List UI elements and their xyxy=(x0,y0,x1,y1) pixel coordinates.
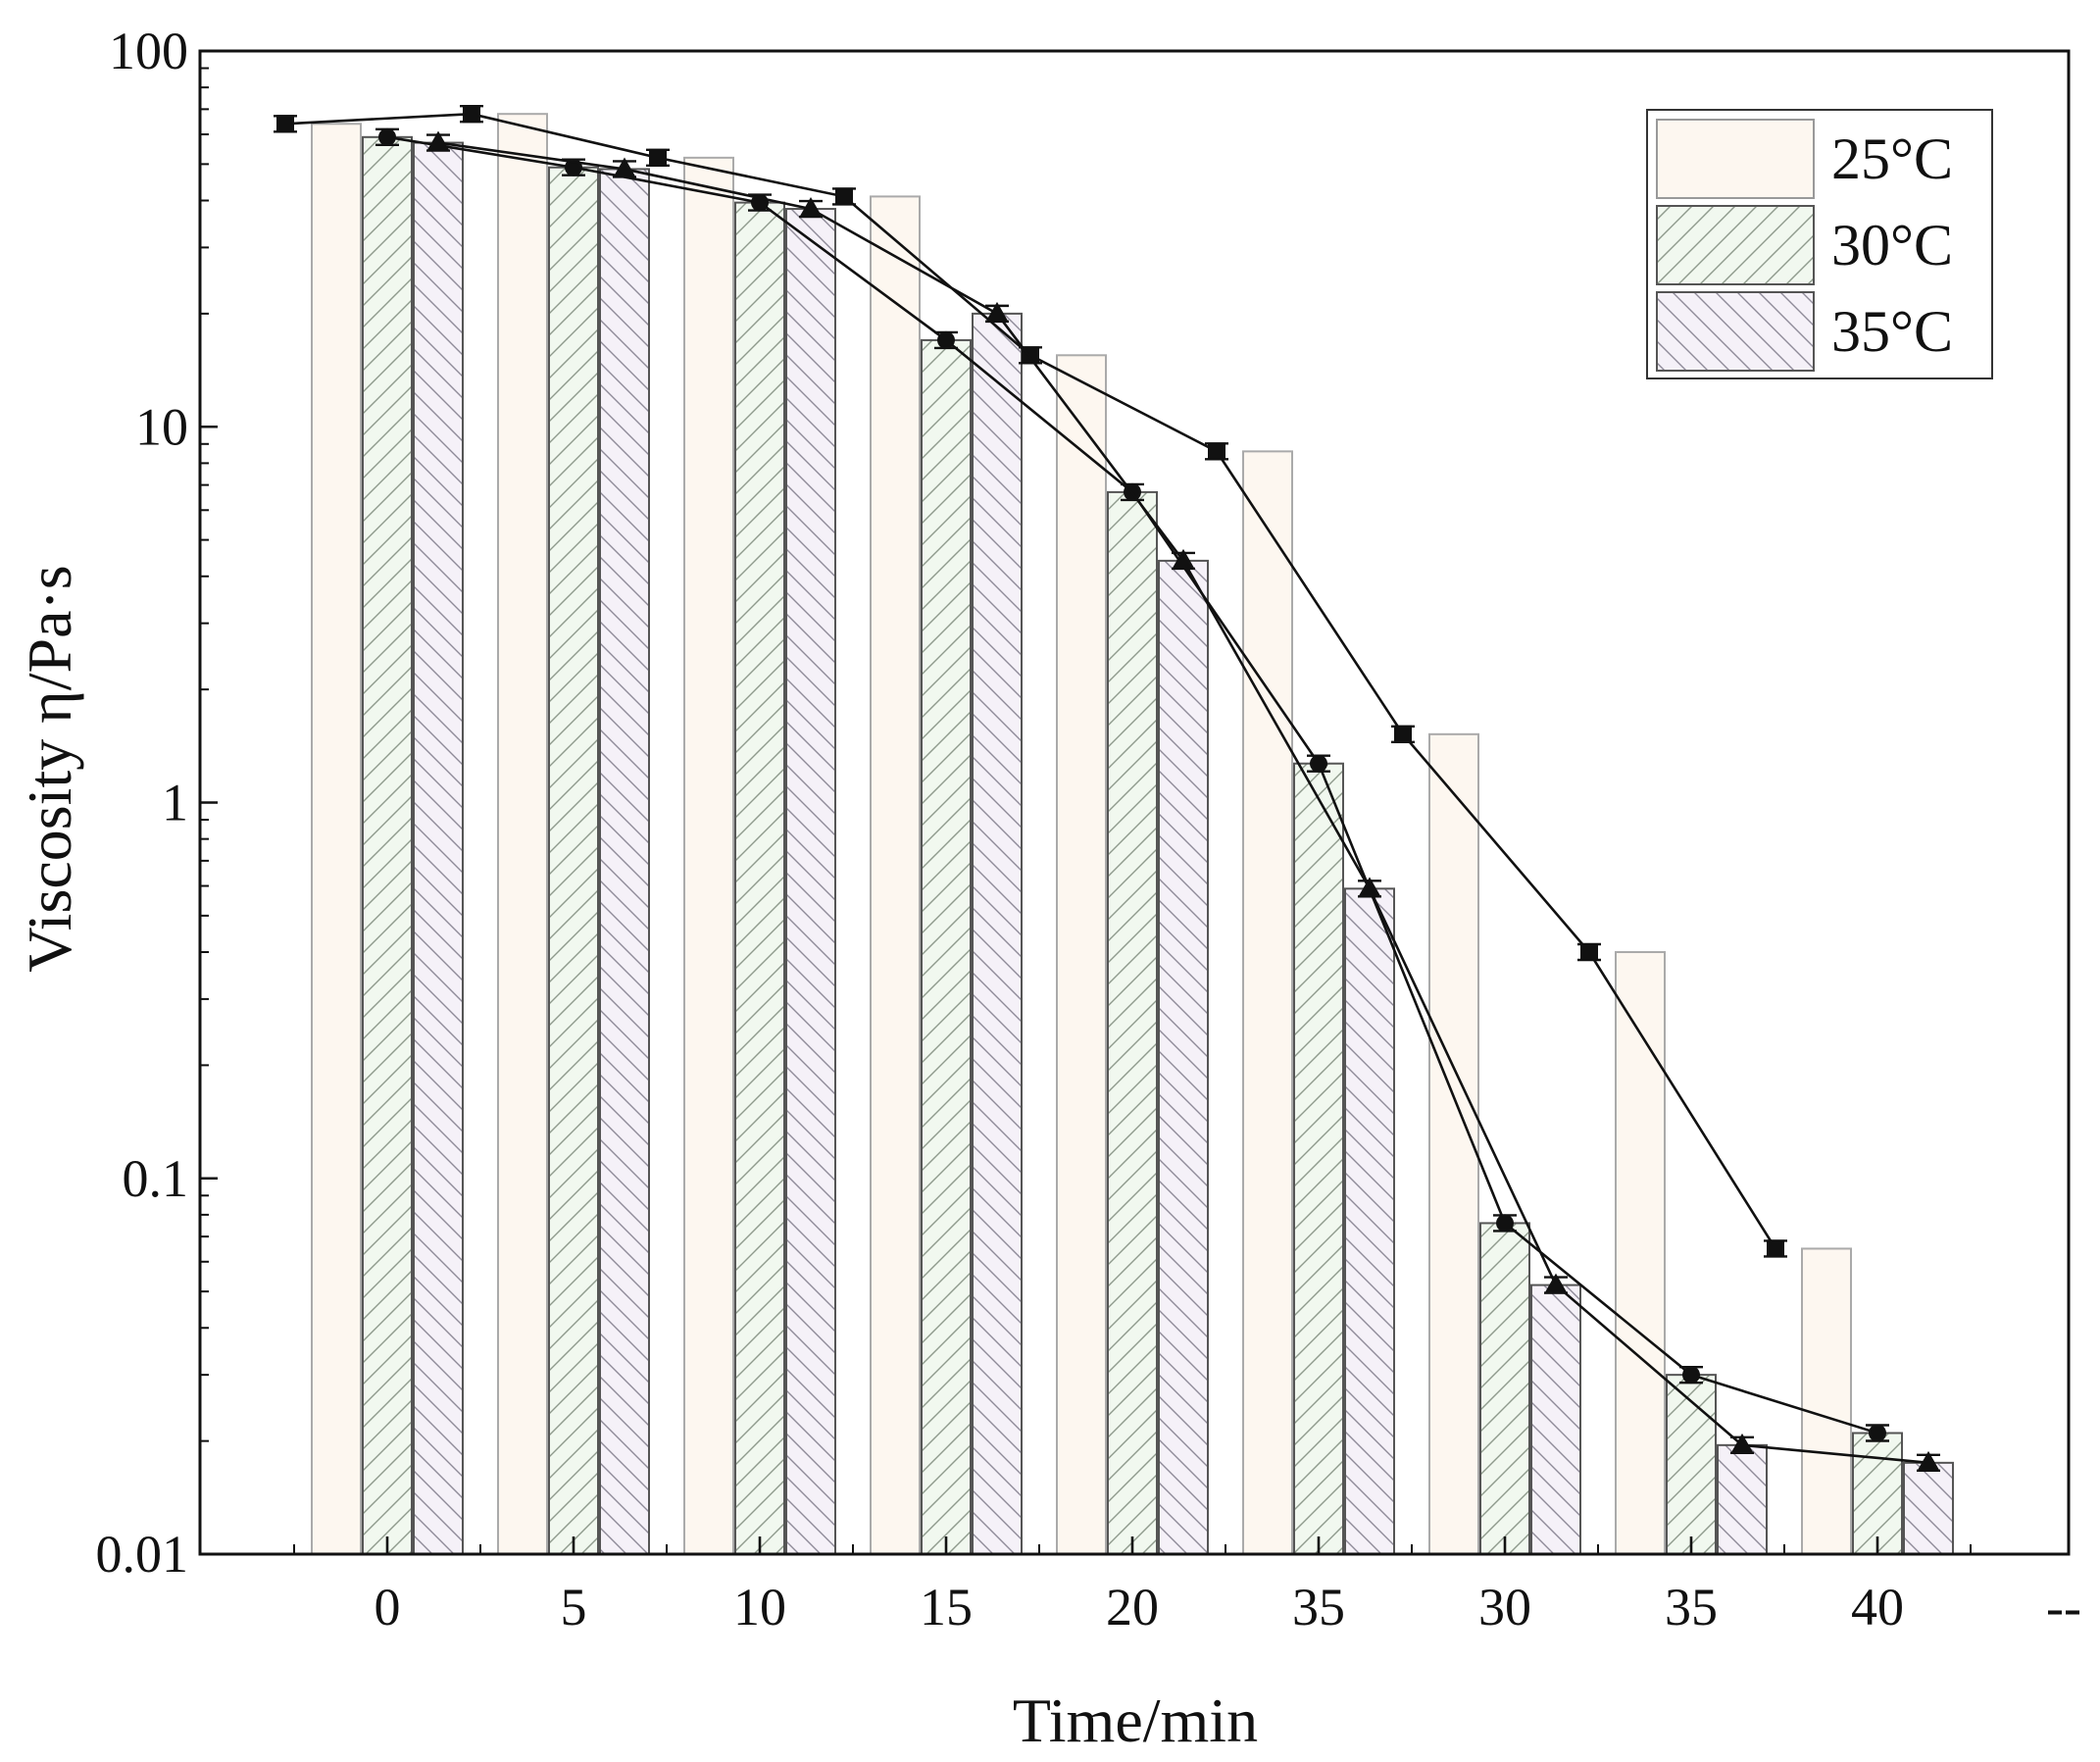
bar-25c-0 xyxy=(311,123,362,1556)
y-tick-label: 1 xyxy=(162,774,188,832)
y-tick-label: 0.1 xyxy=(123,1149,189,1208)
marker-25c-2 xyxy=(649,148,667,167)
legend-label-35c: 35°C xyxy=(1831,299,1953,364)
legend-swatch-35c xyxy=(1656,291,1815,372)
bar-30c-6 xyxy=(1479,1222,1530,1556)
bar-35c-2 xyxy=(785,208,836,1555)
tick-labels-layer: 0.01 0.1 1 10 100 0 5 10 15 20 35 30 35 40 -- xyxy=(96,22,2081,1636)
bar-35c-7 xyxy=(1717,1443,1768,1555)
bar-35c-8 xyxy=(1903,1461,1954,1556)
x-tick-label: 15 xyxy=(920,1578,973,1636)
x-tick-label: 0 xyxy=(375,1578,401,1636)
x-axis-title: Time/min xyxy=(1013,1686,1258,1755)
marker-35c-3 xyxy=(985,301,1009,323)
x-tick-label: -- xyxy=(2046,1578,2081,1636)
marker-35c-8 xyxy=(1917,1450,1940,1472)
bar-30c-2 xyxy=(734,201,785,1556)
x-tick-label: 30 xyxy=(1478,1578,1531,1636)
legend-label-25c: 25°C xyxy=(1831,126,1953,191)
bar-25c-7 xyxy=(1615,951,1666,1555)
marker-30c-5 xyxy=(1310,754,1327,773)
bar-30c-1 xyxy=(548,166,599,1556)
marker-30c-0 xyxy=(378,127,396,146)
marker-35c-1 xyxy=(613,157,636,178)
bar-25c-3 xyxy=(870,195,921,1555)
marker-35c-0 xyxy=(426,130,450,152)
x-tick-label: 35 xyxy=(1665,1578,1718,1636)
bar-25c-1 xyxy=(497,113,548,1556)
bar-35c-4 xyxy=(1158,559,1209,1555)
marker-30c-7 xyxy=(1682,1366,1700,1384)
marker-30c-6 xyxy=(1496,1214,1514,1233)
legend-swatch-30c xyxy=(1656,205,1815,285)
x-tick-label: 35 xyxy=(1292,1578,1345,1636)
y-axis-title: Viscosity η/Pa·s xyxy=(15,565,84,972)
bar-35c-5 xyxy=(1344,887,1395,1555)
marker-25c-3 xyxy=(835,187,853,206)
y-tick-label: 0.01 xyxy=(96,1525,189,1584)
x-tick-label: 40 xyxy=(1851,1578,1904,1636)
bar-30c-5 xyxy=(1293,762,1344,1555)
bar-25c-2 xyxy=(683,156,734,1556)
marker-35c-2 xyxy=(799,197,823,219)
bar-35c-3 xyxy=(972,312,1023,1555)
bar-25c-4 xyxy=(1056,354,1107,1555)
marker-35c-5 xyxy=(1358,877,1381,898)
bar-25c-8 xyxy=(1801,1247,1852,1555)
bar-30c-8 xyxy=(1852,1432,1903,1555)
bar-25c-5 xyxy=(1242,450,1293,1555)
legend: 25°C 30°C 35°C xyxy=(1646,109,1993,379)
bar-30c-7 xyxy=(1666,1374,1717,1556)
legend-label-30c: 30°C xyxy=(1831,213,1953,277)
y-tick-label: 10 xyxy=(135,397,188,456)
x-tick-label: 10 xyxy=(733,1578,786,1636)
bar-30c-4 xyxy=(1107,490,1158,1555)
bar-25c-6 xyxy=(1428,732,1479,1555)
marker-25c-1 xyxy=(463,105,480,124)
bar-35c-0 xyxy=(413,141,464,1556)
marker-35c-7 xyxy=(1730,1433,1754,1454)
marker-30c-3 xyxy=(937,330,955,349)
marker-25c-6 xyxy=(1394,725,1412,743)
lines-layer xyxy=(274,104,1940,1473)
marker-30c-8 xyxy=(1869,1424,1886,1442)
marker-35c-4 xyxy=(1172,548,1195,570)
marker-25c-0 xyxy=(276,115,294,133)
bar-35c-6 xyxy=(1530,1284,1581,1555)
bars-layer xyxy=(311,113,1954,1556)
x-tick-label: 20 xyxy=(1106,1578,1159,1636)
bar-35c-1 xyxy=(599,168,650,1556)
marker-25c-8 xyxy=(1767,1239,1784,1258)
axes-layer xyxy=(198,49,2071,1556)
bar-30c-0 xyxy=(362,135,413,1556)
bar-30c-3 xyxy=(921,338,972,1556)
marker-25c-5 xyxy=(1208,442,1225,461)
marker-25c-7 xyxy=(1580,943,1598,962)
legend-swatch-25c xyxy=(1656,119,1815,199)
x-tick-label: 5 xyxy=(561,1578,587,1636)
y-tick-label: 100 xyxy=(109,22,188,80)
marker-35c-6 xyxy=(1544,1273,1568,1294)
